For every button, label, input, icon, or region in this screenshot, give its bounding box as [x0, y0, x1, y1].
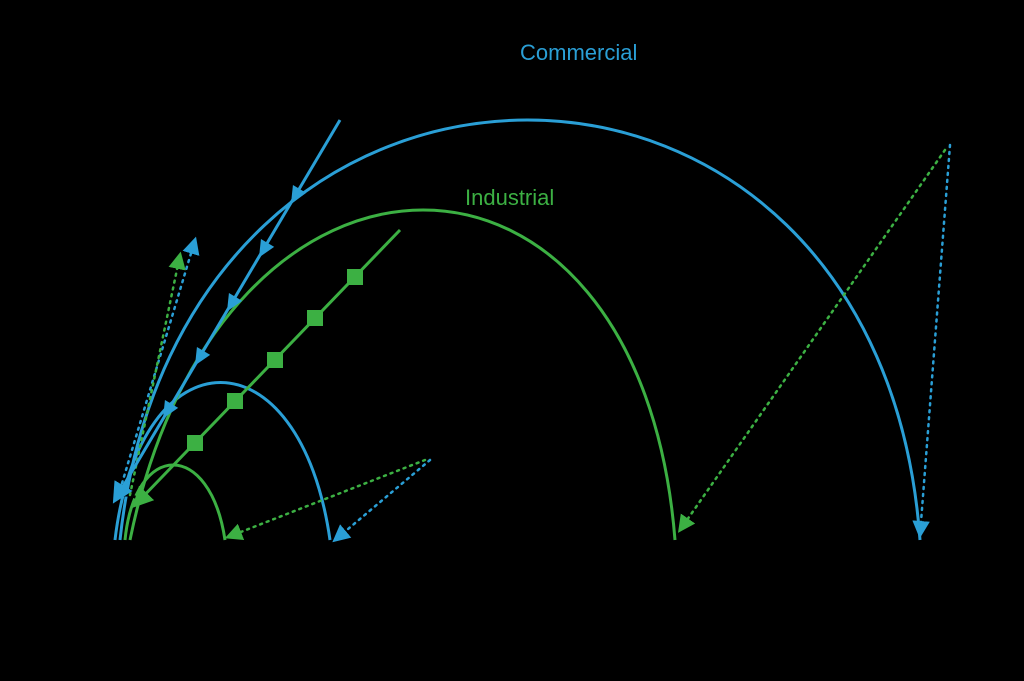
- square-marker-icon: [227, 393, 243, 409]
- arc-commercial_small: [115, 383, 330, 541]
- square-marker-icon: [187, 435, 203, 451]
- triangle-marker-icon: [188, 347, 210, 369]
- dotted-arrow-comm_mid_down: [335, 460, 430, 540]
- arcs-group: [95, 120, 920, 540]
- arc-industrial_large: [130, 210, 675, 540]
- square-marker-icon: [307, 310, 323, 326]
- dotted-arrow-ind_right: [680, 150, 945, 530]
- triangle-marker-icon: [252, 239, 274, 261]
- dotted-arrow-comm_right: [920, 145, 950, 535]
- commercial-label: Commercial: [520, 40, 637, 65]
- square-marker-icon: [267, 352, 283, 368]
- arc-commercial_large: [120, 120, 920, 540]
- marker-lines-group: [115, 120, 400, 505]
- square-marker-icon: [347, 269, 363, 285]
- diagram-canvas: Commercial Industrial: [0, 0, 1024, 681]
- industrial-label: Industrial: [465, 185, 554, 210]
